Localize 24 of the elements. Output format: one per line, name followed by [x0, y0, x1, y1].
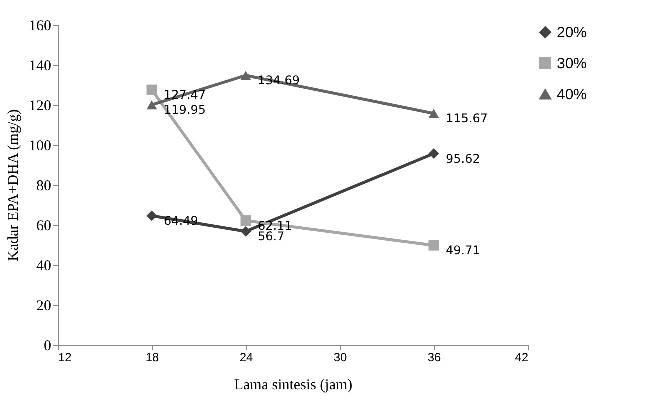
legend-label: 30% [557, 56, 588, 72]
y-tick-label: 0 [44, 338, 52, 354]
legend-label: 40% [557, 86, 588, 104]
y-tick-label: 20 [36, 298, 52, 314]
y-axis-title: Kadar EPA+DHA (mg/g) [6, 109, 22, 262]
data-label: 119.95 [164, 103, 206, 118]
x-tick-label: 24 [240, 350, 254, 364]
x-tick-label: 12 [58, 350, 72, 364]
data-label: 95.62 [446, 152, 480, 166]
legend-label: 20% [557, 24, 588, 42]
data-label: 49.71 [446, 244, 480, 258]
x-tick-label: 36 [428, 350, 442, 364]
y-tick-label: 160 [29, 18, 52, 34]
y-tick-label: 120 [29, 98, 52, 114]
y-tick-label: 100 [29, 138, 52, 154]
data-label: 115.67 [446, 112, 488, 126]
y-tick-label: 140 [29, 58, 52, 74]
y-tick-label: 80 [36, 178, 52, 194]
x-tick-label: 18 [146, 350, 160, 364]
x-tick-label: 42 [515, 350, 529, 364]
y-tick-label: 60 [36, 218, 52, 234]
x-axis-title: Lama sintesis (jam) [234, 378, 353, 394]
y-tick-label: 40 [36, 258, 52, 274]
x-tick-label: 30 [334, 350, 348, 364]
